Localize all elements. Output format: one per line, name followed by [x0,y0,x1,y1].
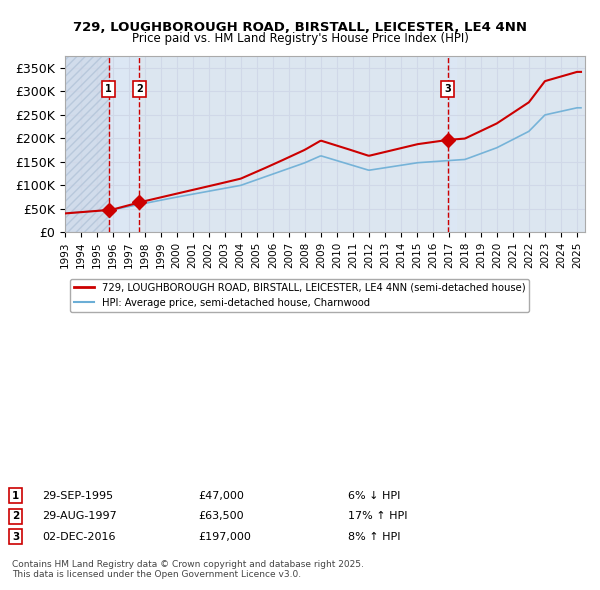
Text: 2: 2 [136,84,143,94]
Text: 8% ↑ HPI: 8% ↑ HPI [348,532,401,542]
Text: 02-DEC-2016: 02-DEC-2016 [42,532,115,542]
Text: 3: 3 [12,532,19,542]
Text: £47,000: £47,000 [198,490,244,500]
Legend: 729, LOUGHBOROUGH ROAD, BIRSTALL, LEICESTER, LE4 4NN (semi-detached house), HPI:: 729, LOUGHBOROUGH ROAD, BIRSTALL, LEICES… [70,278,529,312]
Text: 29-SEP-1995: 29-SEP-1995 [42,490,113,500]
Text: 729, LOUGHBOROUGH ROAD, BIRSTALL, LEICESTER, LE4 4NN: 729, LOUGHBOROUGH ROAD, BIRSTALL, LEICES… [73,21,527,34]
Text: 17% ↑ HPI: 17% ↑ HPI [348,511,407,521]
Bar [65,56,109,232]
Text: 2: 2 [12,511,19,521]
Text: £63,500: £63,500 [198,511,244,521]
Text: Contains HM Land Registry data © Crown copyright and database right 2025.
This d: Contains HM Land Registry data © Crown c… [12,560,364,579]
Bar [448,56,455,232]
Text: Price paid vs. HM Land Registry's House Price Index (HPI): Price paid vs. HM Land Registry's House … [131,32,469,45]
Text: 1: 1 [12,490,19,500]
Bar [109,56,139,232]
Text: 6% ↓ HPI: 6% ↓ HPI [348,490,400,500]
Text: £197,000: £197,000 [198,532,251,542]
Text: 1: 1 [105,84,112,94]
Text: 29-AUG-1997: 29-AUG-1997 [42,511,117,521]
Bar [65,56,109,232]
Text: 3: 3 [444,84,451,94]
